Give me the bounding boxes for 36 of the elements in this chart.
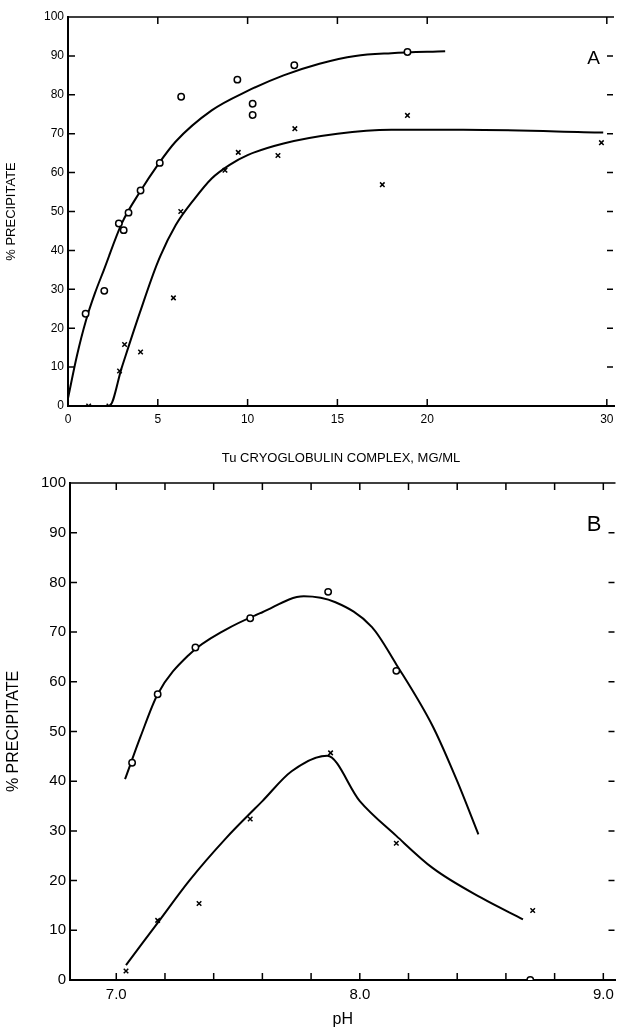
y-tick-label: 80	[49, 572, 66, 590]
y-tick-label: 40	[50, 242, 65, 257]
y-tick-label: 0	[57, 398, 65, 413]
y-tick-label: 30	[49, 821, 66, 839]
x-tick-label: 9.0	[592, 985, 614, 1003]
x-tick-label: 7.0	[105, 985, 127, 1003]
annotation: B	[586, 511, 602, 537]
x-axis-title: Tu CRYOGLOBULIN COMPLEX, MG/ML	[221, 449, 461, 465]
x-tick-label: 30	[600, 411, 614, 426]
y-axis-title: % PRECIPITATE	[4, 670, 22, 793]
y-tick-label: 90	[50, 48, 65, 63]
x-tick-label: 8.0	[349, 985, 371, 1003]
annotation: A	[587, 47, 601, 69]
y-tick-label: 100	[43, 9, 65, 24]
y-tick-label: 80	[50, 87, 65, 102]
x-tick-label: 15	[330, 411, 345, 426]
y-tick-label: 30	[50, 281, 65, 296]
y-tick-label: 70	[49, 622, 66, 640]
y-tick-label: 60	[49, 671, 66, 689]
y-tick-label: 20	[50, 320, 65, 335]
x-tick-label: 10	[240, 411, 255, 426]
y-axis-title: % PRECIPITATE	[3, 161, 19, 261]
y-tick-label: 60	[50, 164, 65, 179]
y-tick-label: 10	[49, 920, 66, 938]
x-tick-label: 5	[154, 411, 162, 426]
y-tick-label: 10	[50, 359, 65, 374]
y-tick-label: 50	[49, 721, 66, 739]
y-tick-label: 20	[49, 870, 66, 888]
y-tick-label: 100	[40, 473, 66, 491]
y-tick-label: 40	[49, 771, 66, 789]
x-axis-title: pH	[332, 1009, 353, 1027]
x-tick-label: 20	[420, 411, 435, 426]
y-tick-label: 70	[50, 126, 65, 141]
y-tick-label: 90	[49, 522, 66, 540]
y-tick-label: 50	[50, 203, 65, 218]
y-tick-label: 0	[57, 970, 66, 988]
